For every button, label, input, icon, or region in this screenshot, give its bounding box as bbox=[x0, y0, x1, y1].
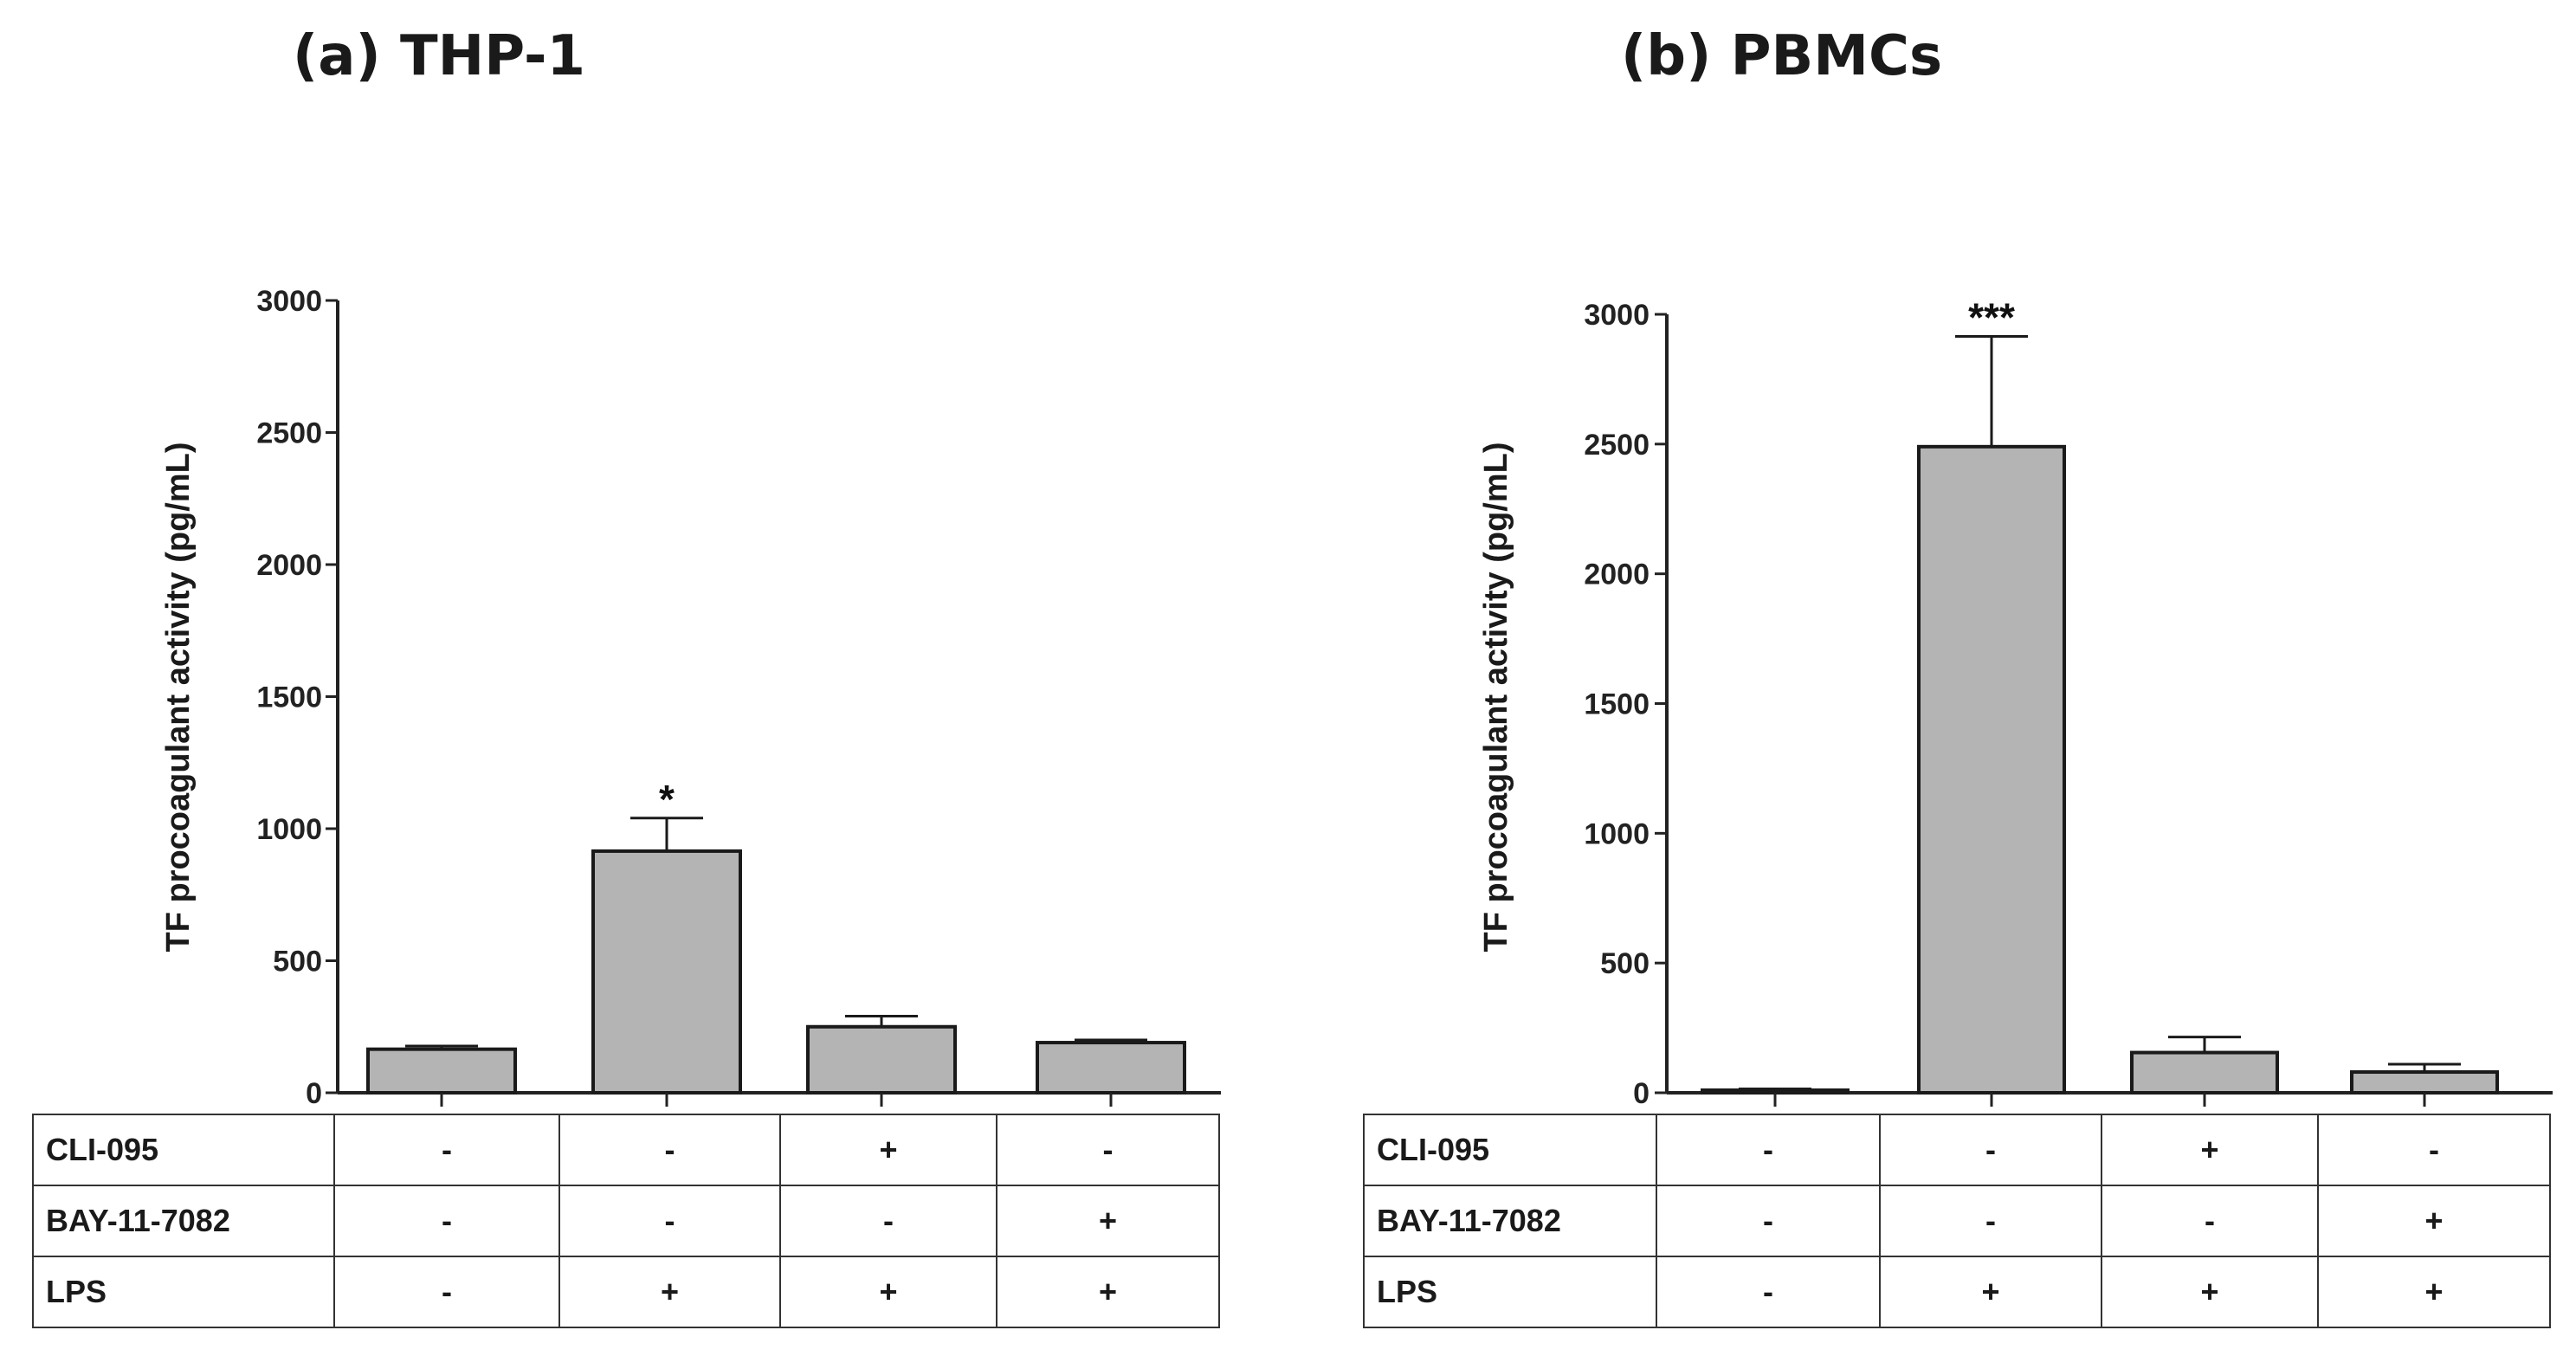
table-row: CLI-095 - - + - bbox=[32, 1114, 1220, 1186]
table-cell: - bbox=[1656, 1114, 1881, 1186]
table-cell: - bbox=[779, 1185, 997, 1257]
panel-b-title: (b) PBMCs bbox=[1621, 24, 1943, 88]
y-tick-label: 2000 bbox=[1584, 559, 1650, 591]
y-tick-label: 0 bbox=[306, 1077, 322, 1110]
table-cell: - bbox=[1656, 1256, 1881, 1328]
table-cell: - bbox=[1879, 1114, 2102, 1186]
table-cell: + bbox=[558, 1256, 781, 1328]
y-tick-label: 1000 bbox=[1584, 817, 1650, 850]
y-axis-label: TF procoagulant activity (pg/mL) bbox=[160, 442, 197, 952]
row-label-cli-095: CLI-095 bbox=[1363, 1114, 1657, 1186]
y-tick-label: 2000 bbox=[256, 549, 322, 582]
table-row: LPS - + + + bbox=[1363, 1256, 2551, 1328]
panel-b-chart: 0 500 1000 1500 2000 2500 3000 TF procoagulant … bbox=[1478, 294, 2553, 1110]
bar bbox=[1917, 444, 2066, 1095]
y-tick-label: 3000 bbox=[1584, 299, 1650, 332]
y-tick-label: 2500 bbox=[1584, 429, 1650, 462]
table-cell: + bbox=[779, 1256, 997, 1328]
table-cell: - bbox=[558, 1114, 781, 1186]
panel-b-conditions-table: CLI-095 - - + - BAY-11-7082 - - - + LPS … bbox=[1363, 1114, 2551, 1328]
table-cell: + bbox=[2101, 1114, 2319, 1186]
bar bbox=[2130, 1050, 2279, 1095]
significance-label: *** bbox=[1968, 294, 2015, 339]
table-cell: + bbox=[996, 1185, 1220, 1257]
y-axis-label: TF procoagulant activity (pg/mL) bbox=[1478, 442, 1514, 952]
row-label-lps: LPS bbox=[1363, 1256, 1657, 1328]
row-label-cli-095: CLI-095 bbox=[32, 1114, 335, 1186]
table-cell: - bbox=[333, 1185, 560, 1257]
y-tick-label: 500 bbox=[1600, 947, 1650, 980]
bar bbox=[1701, 1088, 1850, 1095]
table-cell: + bbox=[1879, 1256, 2102, 1328]
panel-a-conditions-table: CLI-095 - - + - BAY-11-7082 - - - + LPS … bbox=[32, 1114, 1220, 1328]
bar bbox=[366, 1047, 517, 1095]
table-cell: - bbox=[996, 1114, 1220, 1186]
table-cell: + bbox=[779, 1114, 997, 1186]
table-cell: + bbox=[2317, 1185, 2551, 1257]
y-tick-label: 2500 bbox=[256, 417, 322, 450]
row-label-bay-11-7082: BAY-11-7082 bbox=[1363, 1185, 1657, 1257]
row-label-lps: LPS bbox=[32, 1256, 335, 1328]
table-cell: + bbox=[2317, 1256, 2551, 1328]
y-tick-label: 0 bbox=[1633, 1077, 1650, 1110]
y-tick-label: 1500 bbox=[256, 681, 322, 714]
table-cell: - bbox=[2101, 1185, 2319, 1257]
table-cell: + bbox=[996, 1256, 1220, 1328]
table-cell: - bbox=[1879, 1185, 2102, 1257]
table-cell: + bbox=[2101, 1256, 2319, 1328]
table-row: BAY-11-7082 - - - + bbox=[1363, 1185, 2551, 1257]
bar bbox=[591, 849, 742, 1095]
row-label-bay-11-7082: BAY-11-7082 bbox=[32, 1185, 335, 1257]
table-row: LPS - + + + bbox=[32, 1256, 1220, 1328]
table-row: CLI-095 - - + - bbox=[1363, 1114, 2551, 1186]
panel-a-title: (a) THP-1 bbox=[293, 24, 586, 88]
bar bbox=[2350, 1070, 2499, 1095]
y-tick-label: 500 bbox=[273, 946, 322, 978]
y-tick-label: 3000 bbox=[256, 285, 322, 318]
y-tick-label: 1000 bbox=[256, 813, 322, 846]
significance-label: * bbox=[659, 777, 675, 822]
panel-a-chart: 0 500 1000 1500 2000 2500 3000 TF procoagulant … bbox=[160, 285, 1221, 1110]
table-cell: - bbox=[333, 1256, 560, 1328]
table-cell: - bbox=[333, 1114, 560, 1186]
table-row: BAY-11-7082 - - - + bbox=[32, 1185, 1220, 1257]
table-cell: - bbox=[558, 1185, 781, 1257]
table-cell: - bbox=[1656, 1185, 1881, 1257]
table-cell: - bbox=[2317, 1114, 2551, 1186]
y-tick-label: 1500 bbox=[1584, 688, 1650, 721]
